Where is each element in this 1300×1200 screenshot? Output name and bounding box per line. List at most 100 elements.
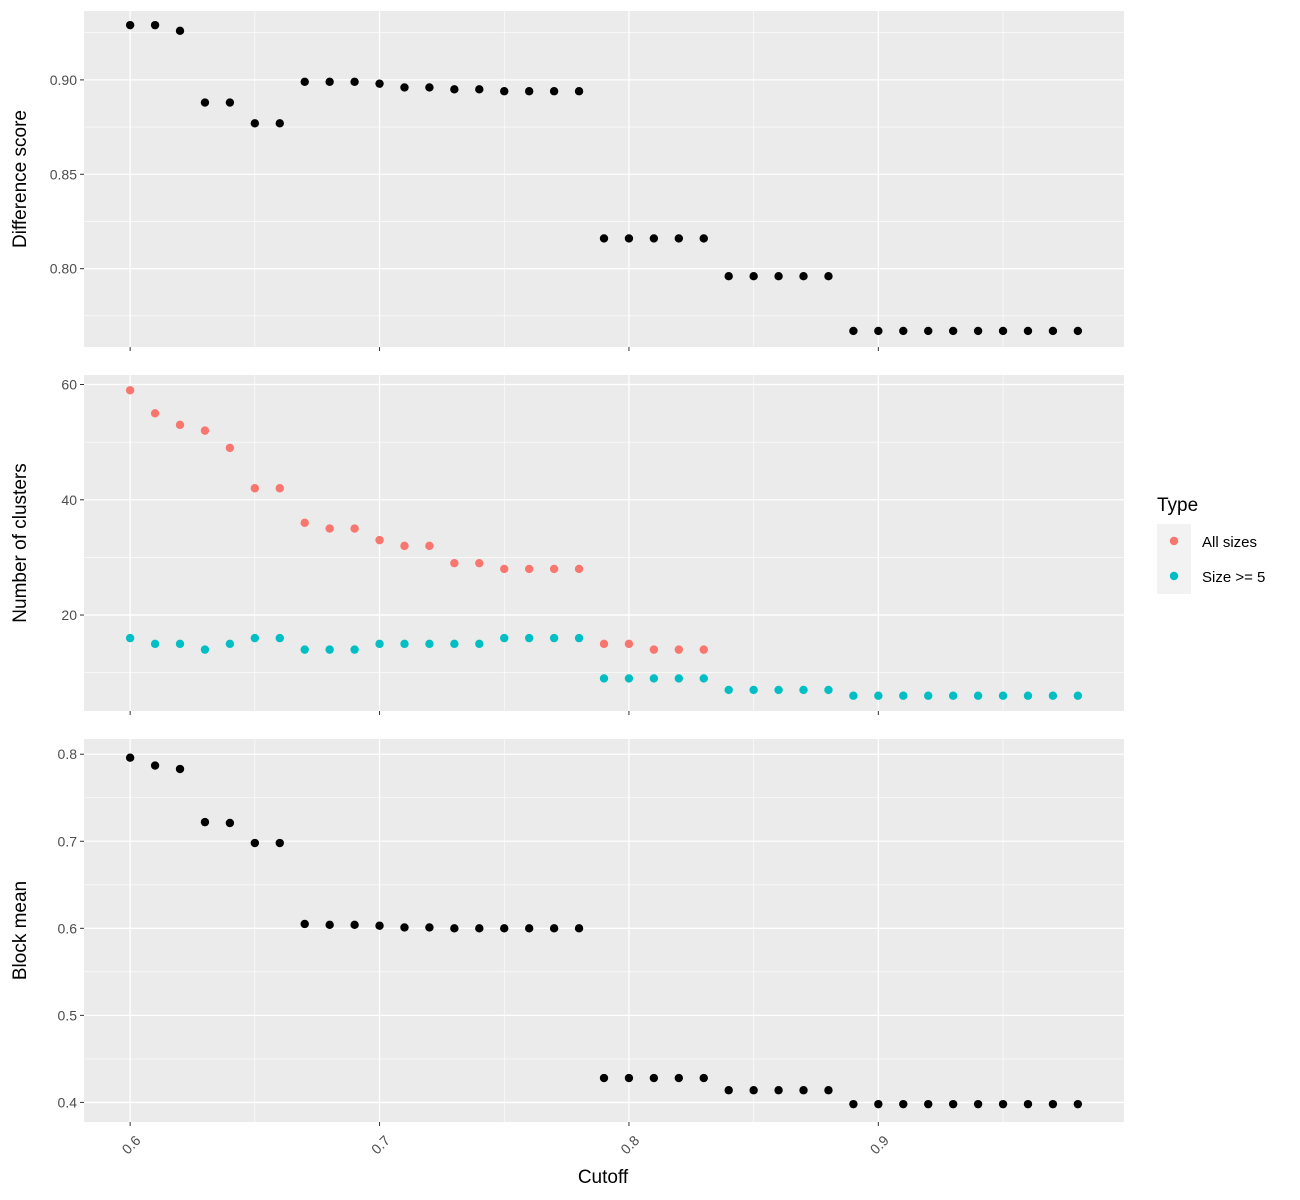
y-tick-label: 0.90 bbox=[50, 72, 77, 88]
data-point bbox=[450, 558, 459, 568]
data-point bbox=[924, 326, 933, 336]
data-point bbox=[1023, 691, 1033, 700]
data-point bbox=[275, 484, 284, 493]
data-point bbox=[924, 1099, 933, 1109]
legend-key-size-ge-5 bbox=[1169, 571, 1179, 581]
data-point bbox=[350, 77, 359, 86]
data-point bbox=[125, 753, 135, 762]
data-point bbox=[899, 691, 908, 700]
data-point bbox=[175, 26, 185, 36]
data-point bbox=[225, 98, 235, 107]
data-point bbox=[500, 633, 509, 643]
data-point bbox=[1048, 1099, 1058, 1109]
data-point bbox=[699, 645, 708, 654]
data-point bbox=[849, 326, 858, 336]
y-tick-label: 0.85 bbox=[50, 166, 77, 182]
data-point bbox=[524, 633, 534, 643]
data-point bbox=[475, 558, 484, 568]
data-point bbox=[1023, 326, 1033, 336]
series-1 bbox=[125, 20, 1083, 336]
data-point bbox=[400, 83, 409, 92]
data-point bbox=[799, 685, 808, 695]
data-point bbox=[500, 87, 509, 96]
data-point bbox=[275, 838, 284, 848]
panel-background bbox=[84, 11, 1124, 347]
legend-label-size-ge-5: Size >= 5 bbox=[1202, 569, 1265, 586]
x-tick-label: 0.7 bbox=[368, 1132, 393, 1157]
data-point bbox=[500, 924, 509, 933]
data-point bbox=[749, 272, 758, 281]
legend-label-all-sizes: All sizes bbox=[1202, 534, 1257, 551]
data-point bbox=[150, 761, 160, 770]
data-point bbox=[874, 326, 883, 336]
data-point bbox=[400, 541, 409, 551]
x-tick-label: 0.9 bbox=[867, 1132, 892, 1157]
data-point bbox=[500, 564, 509, 574]
data-point bbox=[125, 386, 135, 395]
data-point bbox=[325, 77, 334, 86]
data-point bbox=[774, 1086, 783, 1095]
panel-background bbox=[84, 739, 1124, 1122]
y-tick-label: 0.8 bbox=[58, 746, 78, 762]
data-point bbox=[150, 409, 160, 418]
data-point bbox=[948, 1099, 958, 1109]
data-point bbox=[874, 691, 883, 700]
data-point bbox=[200, 98, 210, 107]
data-point bbox=[1048, 326, 1058, 336]
data-point bbox=[674, 1073, 684, 1083]
y-axis-title: Number of clusters bbox=[10, 463, 31, 622]
data-point bbox=[549, 924, 559, 933]
data-point bbox=[824, 1086, 833, 1095]
data-point bbox=[649, 645, 659, 654]
data-point bbox=[425, 83, 434, 92]
data-point bbox=[175, 639, 185, 649]
panel-3: 0.4 0.5 0.6 0.7 0.8 Block mean bbox=[10, 739, 1124, 1126]
data-point bbox=[275, 119, 284, 128]
y-tick-label: 40 bbox=[61, 492, 77, 508]
data-point bbox=[350, 920, 359, 930]
data-point bbox=[599, 674, 609, 683]
data-point bbox=[250, 484, 260, 493]
y-tick-label: 20 bbox=[61, 607, 77, 623]
y-tick-label: 0.5 bbox=[58, 1007, 78, 1023]
data-point bbox=[948, 691, 958, 700]
legend-key-background bbox=[1157, 524, 1191, 594]
data-point bbox=[549, 87, 559, 96]
data-point bbox=[674, 234, 684, 243]
data-point bbox=[724, 272, 733, 281]
data-point bbox=[425, 639, 434, 649]
data-point bbox=[649, 674, 659, 683]
data-point bbox=[250, 838, 260, 848]
data-point bbox=[998, 691, 1008, 700]
data-point bbox=[699, 674, 708, 683]
data-point bbox=[649, 1073, 659, 1083]
data-point bbox=[400, 639, 409, 649]
data-point bbox=[450, 639, 459, 649]
data-point bbox=[824, 272, 833, 281]
data-point bbox=[574, 564, 584, 574]
data-point bbox=[225, 443, 235, 453]
data-point bbox=[200, 426, 210, 435]
y-axis-title: Block mean bbox=[10, 881, 31, 980]
data-point bbox=[599, 639, 609, 649]
data-point bbox=[375, 79, 384, 88]
data-point bbox=[375, 535, 384, 545]
data-point bbox=[524, 924, 534, 933]
data-point bbox=[824, 685, 833, 695]
data-point bbox=[1048, 691, 1058, 700]
y-tick-label: 0.6 bbox=[58, 920, 78, 936]
data-point bbox=[948, 326, 958, 336]
y-tick-label: 0.80 bbox=[50, 261, 77, 277]
legend-key-all-sizes bbox=[1169, 536, 1179, 546]
data-point bbox=[574, 87, 584, 96]
panel-background bbox=[84, 375, 1124, 711]
data-point bbox=[699, 1073, 708, 1083]
data-point bbox=[674, 645, 684, 654]
data-point bbox=[475, 639, 484, 649]
data-point bbox=[1023, 1099, 1033, 1109]
y-tick-label: 0.7 bbox=[58, 833, 78, 849]
data-point bbox=[400, 923, 409, 932]
data-point bbox=[799, 272, 808, 281]
data-point bbox=[200, 817, 210, 827]
